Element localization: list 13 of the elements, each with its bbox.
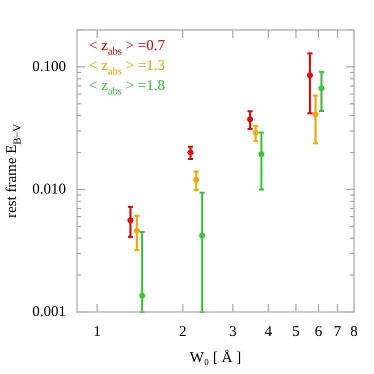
x-axis-title: W₀ [ Å ] — [190, 349, 242, 366]
x-tick-label: 6 — [314, 324, 323, 340]
x-tick-label: 2 — [178, 324, 186, 340]
x-tick-label: 7 — [334, 324, 342, 340]
x-tick-label: 5 — [292, 324, 300, 340]
x-tick-label: 4 — [264, 324, 273, 340]
y-tick-label: 0.001 — [32, 304, 66, 320]
y-axis-title: rest frame EB−V — [4, 124, 24, 218]
x-tick-label: 1 — [93, 324, 101, 340]
x-tick-label: 3 — [229, 324, 237, 340]
x-tick-label: 8 — [350, 324, 358, 340]
y-tick-label: 0.010 — [32, 181, 66, 198]
y-tick-label: 0.100 — [32, 58, 66, 75]
